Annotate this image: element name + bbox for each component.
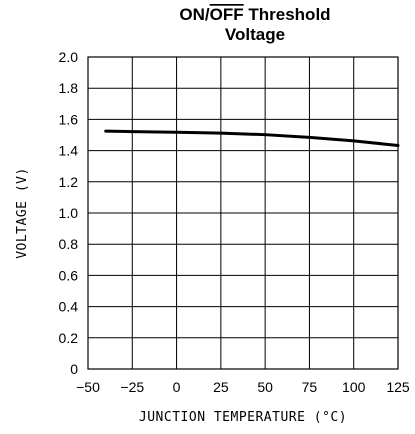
grid: [87, 56, 399, 370]
y-tick-label: 1.8: [59, 80, 79, 96]
x-tick-label: 125: [386, 379, 410, 395]
chart-title-line1: ON/OFF Threshold: [179, 5, 330, 24]
x-tick-label: −50: [76, 379, 100, 395]
plot-frame: [87, 56, 399, 370]
x-tick-label: −25: [120, 379, 144, 395]
x-tick-label: 0: [173, 379, 181, 395]
chart-title-line2: Voltage: [225, 25, 285, 44]
y-tick-label: 0.4: [59, 299, 79, 315]
x-axis-label: JUNCTION TEMPERATURE (°C): [139, 410, 347, 425]
y-tick-label: 0: [70, 361, 78, 377]
x-tick-label: 50: [257, 379, 273, 395]
y-tick-label: 1.6: [59, 111, 79, 127]
y-tick-label: 0.2: [59, 330, 79, 346]
x-tick-label: 25: [213, 379, 229, 395]
series-layer: [104, 129, 400, 147]
tick-labels: −50 −25 0 25 50 75 100 125 0 0.2 0.4 0.6 0.8 1.0 1.2 1.…: [59, 49, 410, 395]
y-tick-label: 2.0: [59, 49, 79, 65]
y-tick-label: 1.2: [59, 174, 79, 190]
y-tick-label: 0.8: [59, 236, 79, 252]
y-tick-label: 0.6: [59, 267, 79, 283]
y-axis-label: VOLTAGE (V): [15, 167, 30, 259]
x-tick-label: 75: [302, 379, 318, 395]
series-line: [104, 129, 400, 147]
y-tick-label: 1.4: [59, 143, 79, 159]
x-tick-label: 100: [342, 379, 366, 395]
y-tick-label: 1.0: [59, 205, 79, 221]
title-overbar-text: OFF: [210, 5, 244, 24]
